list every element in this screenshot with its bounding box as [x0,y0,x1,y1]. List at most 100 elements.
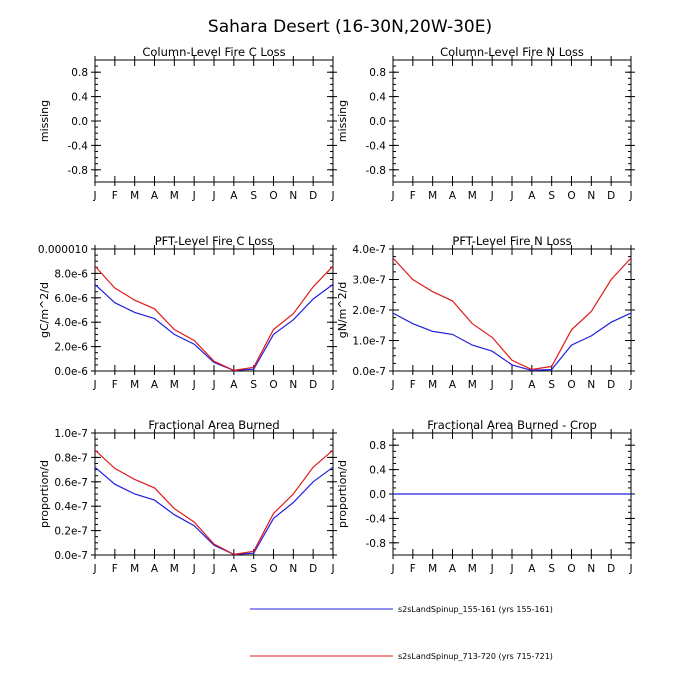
x-tick-label: O [269,563,277,575]
y-tick-label: -0.8 [366,165,387,177]
x-tick-label: M [468,190,477,202]
x-tick-label: J [330,379,334,391]
x-tick-label: J [92,379,96,391]
x-tick-label: A [528,379,536,391]
x-tick-label: A [230,190,238,202]
x-tick-label: F [410,190,416,202]
x-tick-label: J [192,379,196,391]
x-tick-label: F [410,379,416,391]
x-tick-label: A [528,563,536,575]
x-tick-label: J [192,190,196,202]
x-tick-label: A [449,190,457,202]
x-tick-label: J [628,379,632,391]
y-tick-label: 0.6e-7 [54,477,88,489]
y-tick-label: 0.4e-7 [54,501,88,513]
y-tick-label: 0.000010 [38,244,88,256]
y-tick-label: 2.0e-6 [54,342,88,354]
y-tick-label: 0.4 [369,465,386,477]
x-tick-label: M [428,563,437,575]
panel-title: Fractional Area Burned - Crop [427,418,597,432]
x-tick-label: S [250,190,257,202]
x-tick-label: M [130,379,139,391]
x-tick-label: O [567,190,575,202]
x-tick-label: J [92,563,96,575]
y-tick-label: 0.8 [71,67,88,79]
x-tick-label: N [289,563,297,575]
series-line-2 [392,257,632,371]
panels: Column-Level Fire C Loss missing -0.8 -0.4 0… [38,45,635,575]
x-tick-label: O [567,563,575,575]
panel-6: Fractional Area Burned - Crop proportion/… [336,418,635,575]
x-tick-label: D [607,563,615,575]
series-line-1 [392,312,632,372]
x-tick-label: J [509,379,513,391]
x-tick-label: J [490,190,494,202]
x-tick-label: A [230,563,238,575]
legend-label-1: s2sLandSpinup_155-161 (yrs 155-161) [398,605,553,614]
panel-4: PFT-Level Fire N Loss gN/m^2/d 0.0e-7 1.0e-… [336,234,635,391]
x-tick-label: J [211,190,215,202]
x-tick-label: J [211,379,215,391]
legend-label-2: s2sLandSpinup_713-720 (yrs 715-721) [398,652,553,661]
y-tick-label: 0.8 [369,440,386,452]
series-line-1 [94,283,334,372]
x-tick-label: M [428,379,437,391]
x-tick-label: M [428,190,437,202]
x-tick-label: D [607,379,615,391]
x-tick-label: J [330,563,334,575]
x-tick-label: F [410,563,416,575]
panel-1: Column-Level Fire C Loss missing -0.8 -0.4 0… [38,45,337,202]
x-tick-label: S [250,379,257,391]
x-tick-label: F [112,379,118,391]
x-tick-label: J [192,563,196,575]
x-tick-label: J [92,190,96,202]
panel-title: Column-Level Fire N Loss [440,45,584,59]
x-tick-label: A [449,379,457,391]
x-tick-label: M [130,190,139,202]
x-tick-label: O [269,190,277,202]
plot-frame [94,432,334,556]
x-tick-label: J [490,379,494,391]
y-tick-label: 6.0e-6 [54,293,88,305]
x-tick-label: M [468,563,477,575]
y-tick-label: 0.2e-7 [54,526,88,538]
x-tick-label: A [151,190,159,202]
x-tick-label: N [587,190,595,202]
y-tick-label: 0.0 [369,489,386,501]
y-axis-label: missing [38,100,51,142]
x-tick-label: J [390,190,394,202]
panel-2: Column-Level Fire N Loss missing -0.8 -0.4 0… [336,45,635,202]
y-tick-label: -0.4 [366,513,387,525]
x-tick-label: J [509,563,513,575]
y-tick-label: 0.8 [369,67,386,79]
y-axis-label: proportion/d [38,460,51,528]
plot-frame [392,59,632,183]
x-tick-label: J [490,563,494,575]
panel-title: PFT-Level Fire N Loss [452,234,571,248]
x-tick-label: S [548,563,555,575]
y-tick-label: 4.0e-6 [54,317,88,329]
x-tick-label: N [289,379,297,391]
legend: s2sLandSpinup_155-161 (yrs 155-161) s2sLa… [250,605,553,661]
x-tick-label: D [309,379,317,391]
x-tick-label: J [509,190,513,202]
y-tick-label: -0.4 [366,140,387,152]
x-tick-label: F [112,563,118,575]
x-tick-label: D [309,190,317,202]
x-tick-label: A [230,379,238,391]
x-tick-label: D [309,563,317,575]
y-tick-label: 0.0 [369,116,386,128]
plot-frame [392,248,632,372]
series-line-1 [94,466,334,556]
y-tick-label: 8.0e-6 [54,268,88,280]
series-line-2 [94,265,334,372]
plot-frame [94,59,334,183]
x-tick-label: M [468,379,477,391]
y-tick-label: 0.4 [71,92,88,104]
x-tick-label: J [211,563,215,575]
x-tick-label: F [112,190,118,202]
x-tick-label: M [130,563,139,575]
x-tick-label: S [548,190,555,202]
y-axis-label: missing [336,100,349,142]
